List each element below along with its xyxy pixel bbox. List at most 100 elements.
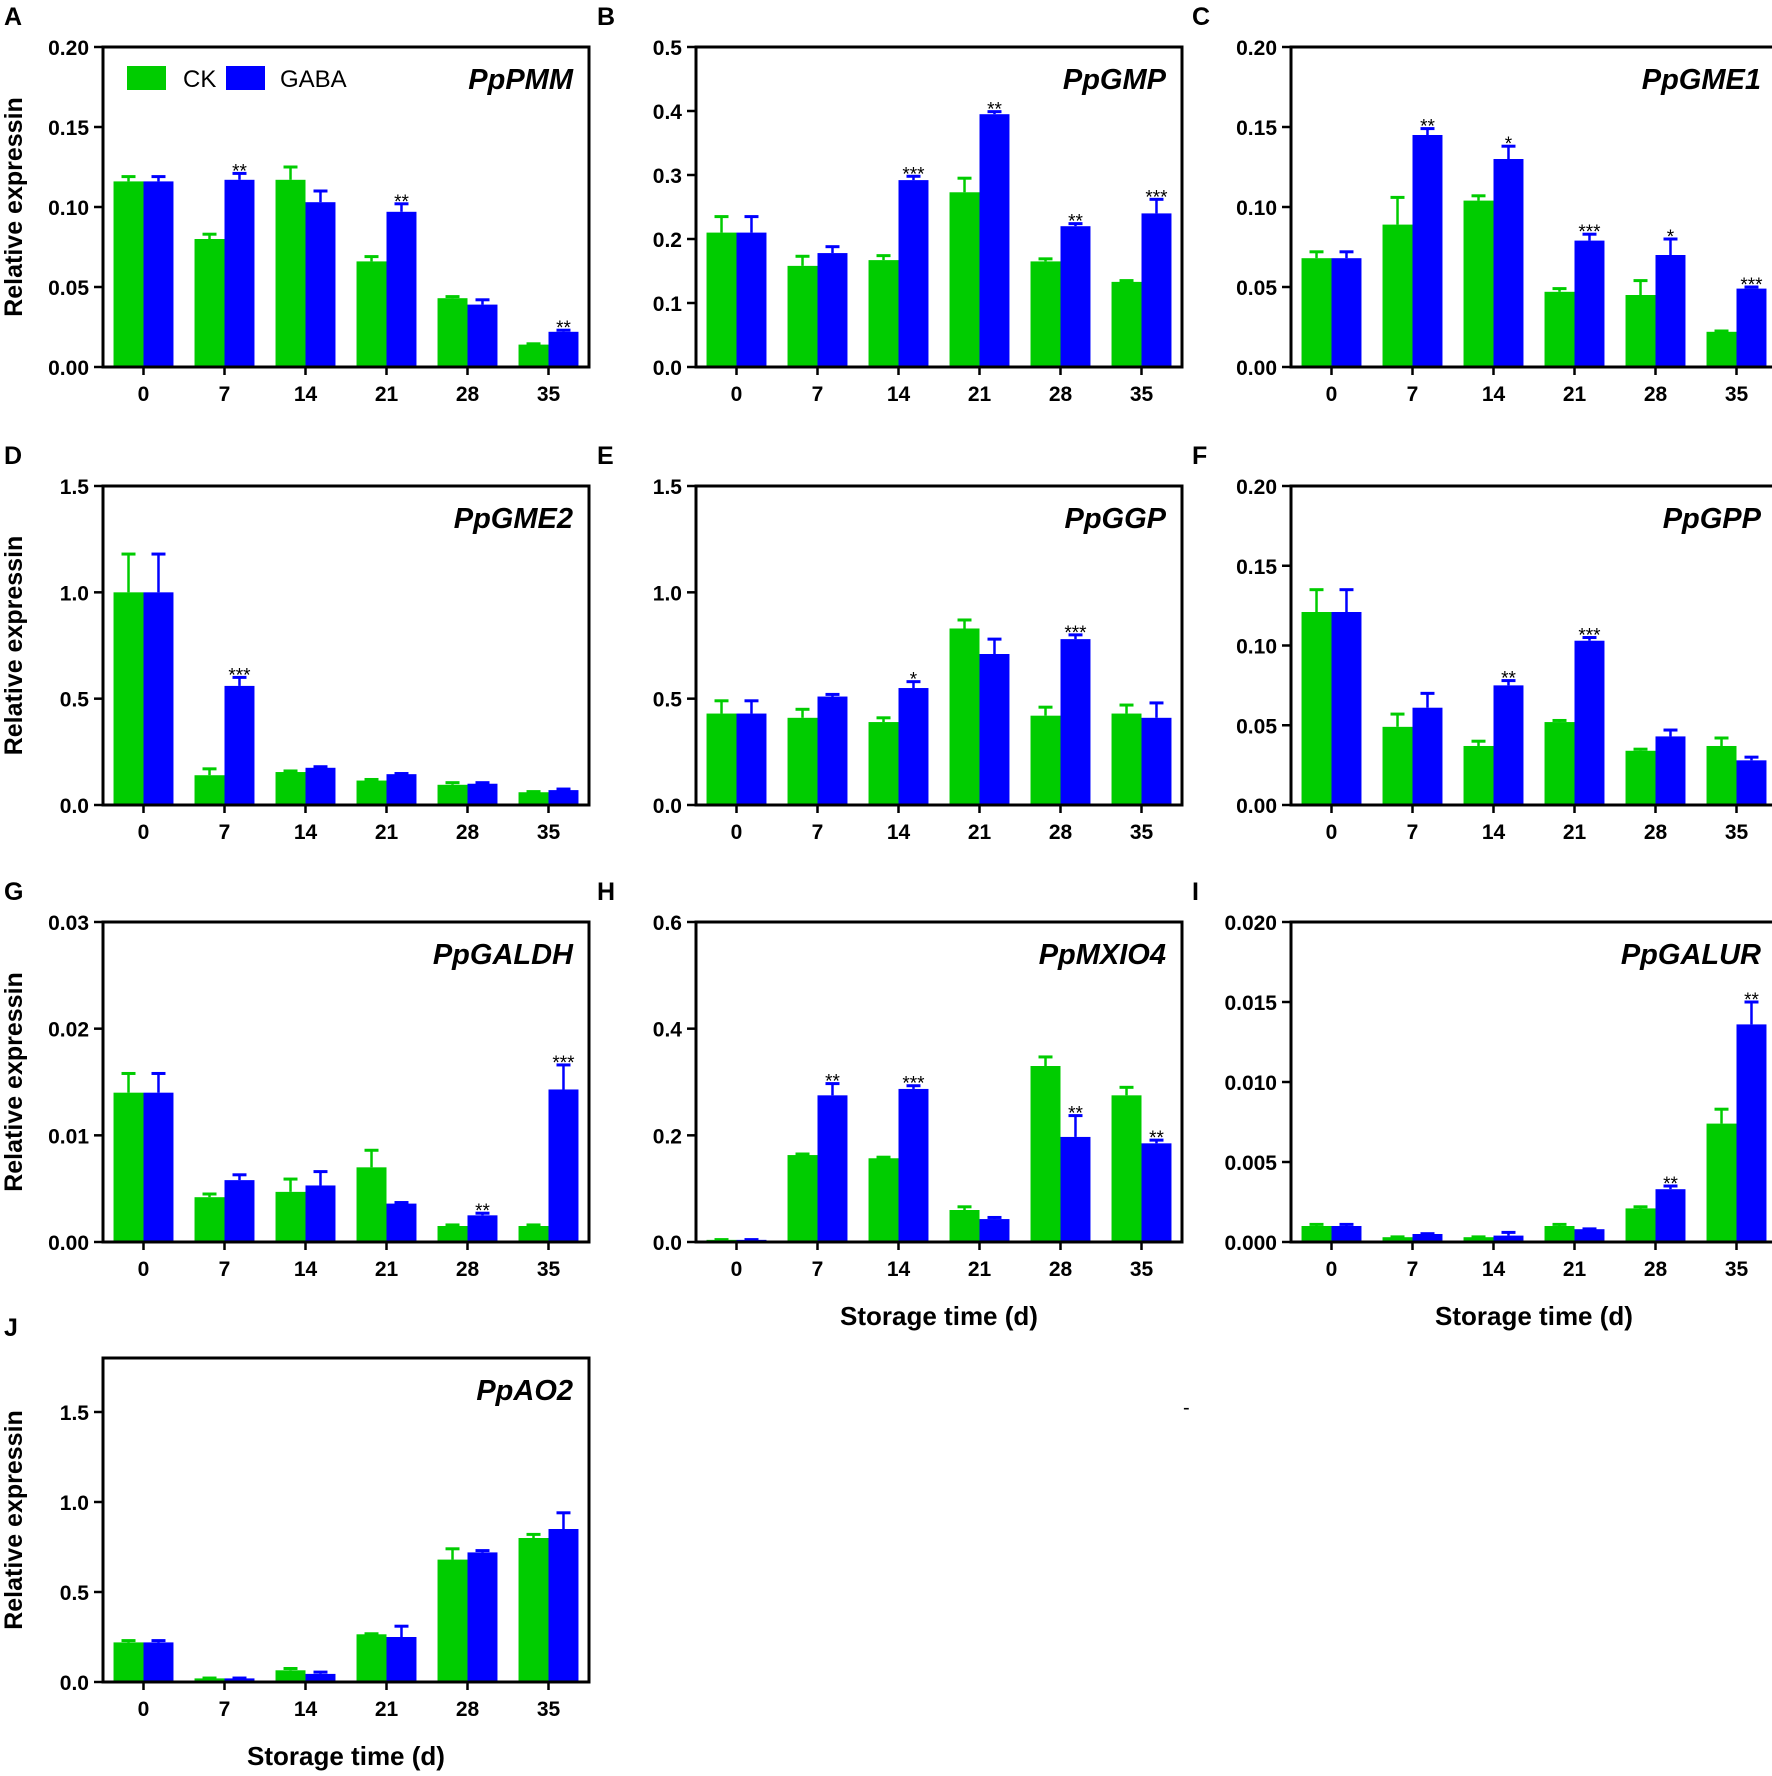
x-tick-label: 14: [1482, 383, 1506, 406]
x-tick-label: 21: [1563, 1258, 1587, 1281]
panel-letter: J: [4, 1314, 18, 1342]
bar-ck: [194, 775, 225, 805]
x-tick-label: 7: [1407, 383, 1419, 406]
x-tick-label: 35: [537, 383, 561, 406]
bar-gaba: [1412, 135, 1443, 367]
bar-gaba: [1574, 640, 1605, 805]
panel-letter: G: [4, 878, 23, 906]
plot-frame: [101, 920, 591, 1244]
x-tick-label: 7: [1407, 821, 1419, 844]
bar-gaba: [1141, 1143, 1172, 1242]
bar-gaba: [467, 1552, 498, 1682]
bar-gaba: [1574, 240, 1605, 367]
bar-gaba: [1574, 1229, 1605, 1242]
x-tick-label: 28: [1049, 1258, 1073, 1281]
panel-g: G0.000.010.020.03*****0 7 14 21 28 35PpGALDHR…: [0, 878, 591, 1281]
bar-gaba: [1655, 255, 1686, 367]
x-tick-label: 14: [1482, 1258, 1506, 1281]
y-tick-label: 0.5: [653, 689, 683, 712]
plot-frame: [1289, 484, 1772, 807]
panel-i: I 0.000 0.005 0.010 0.015 0.020 ** ** 0 7 14 21 28 35…: [1192, 878, 1772, 1331]
y-tick-label: 1.0: [60, 582, 89, 605]
bar-ck: [1463, 1237, 1494, 1242]
x-tick-label: 28: [456, 383, 480, 406]
x-tick-label: 21: [1563, 821, 1587, 844]
bar-ck: [1030, 715, 1061, 805]
bar-gaba: [736, 232, 767, 367]
bar-ck: [787, 1155, 818, 1242]
bar-gaba: [1736, 1024, 1767, 1242]
bar-gaba: [224, 179, 255, 367]
y-tick-label: 0.05: [1236, 715, 1277, 738]
x-tick-label: 14: [294, 1698, 318, 1721]
bar-gaba: [817, 1095, 848, 1242]
x-tick-label: 28: [456, 1698, 480, 1721]
x-tick-label: 35: [1725, 1258, 1749, 1281]
y-tick-label: 1.5: [653, 476, 683, 499]
significance-mark: **: [232, 161, 247, 182]
x-tick-label: 7: [219, 1258, 231, 1281]
bar-gaba: [817, 253, 848, 367]
significance-mark: ***: [552, 1053, 575, 1074]
x-tick-label: 0: [138, 1258, 150, 1281]
x-tick-label: 7: [219, 383, 231, 406]
y-tick-label: 0.20: [1236, 476, 1277, 499]
y-tick-label: 1.5: [60, 476, 90, 499]
y-axis-label: Relative expressin: [0, 536, 28, 756]
bar-gaba: [1736, 288, 1767, 367]
gene-label: PpGPP: [1663, 503, 1762, 535]
panel-d: D 0.0 0.5 1.0 1.5 *** 0 7 14 21 28 35 PpGME2 Relative…: [0, 442, 591, 844]
bar-gaba: [1412, 1234, 1443, 1242]
bar-ck: [1544, 291, 1575, 367]
x-axis-label: Storage time (d): [840, 1301, 1038, 1331]
bar-gaba: [1060, 226, 1091, 367]
y-tick-label: 1.5: [60, 1402, 90, 1425]
y-tick-label: 0.0: [653, 1232, 682, 1255]
y-tick-label: 0.000: [1224, 1232, 1277, 1255]
significance-mark: **: [825, 1072, 840, 1093]
bar-gaba: [1060, 1136, 1091, 1242]
y-tick-label: 0.05: [1236, 277, 1277, 300]
bar-gaba: [548, 790, 579, 805]
x-tick-label: 21: [375, 1258, 399, 1281]
legend-label-ck: CK: [183, 66, 216, 93]
y-tick-label: 0.005: [1224, 1152, 1277, 1175]
panel-letter: I: [1192, 878, 1199, 906]
x-tick-label: 28: [1644, 383, 1668, 406]
bar-ck: [949, 628, 980, 805]
bar-ck: [1625, 1208, 1656, 1242]
y-tick-label: 0.20: [1236, 37, 1277, 60]
bar-gaba: [467, 783, 498, 805]
y-tick-label: 0.4: [653, 101, 683, 124]
panel-j: J 0.0 0.5 1.0 1.5 0 7 14 21 28 35 PpAO2 Relative exp…: [0, 1314, 591, 1771]
y-tick-label: 0.5: [653, 37, 683, 60]
x-tick-label: 35: [537, 821, 561, 844]
gene-label: PpGME2: [454, 503, 573, 535]
bar-ck: [275, 179, 306, 367]
y-tick-label: 0.4: [653, 1019, 683, 1042]
x-tick-label: 0: [1326, 821, 1338, 844]
y-tick-label: 0.15: [1236, 117, 1277, 140]
bar-ck: [437, 784, 468, 805]
bar-gaba: [979, 1219, 1010, 1242]
x-tick-label: 28: [1049, 383, 1073, 406]
x-tick-label: 14: [887, 383, 911, 406]
bar-gaba: [979, 654, 1010, 805]
bar-gaba: [224, 685, 255, 805]
bar-gaba: [1493, 159, 1524, 367]
x-tick-label: 21: [375, 383, 399, 406]
bar-ck: [275, 1191, 306, 1242]
bar-ck: [1463, 745, 1494, 805]
bar-ck: [868, 1158, 899, 1242]
bar-ck: [1111, 713, 1142, 805]
y-tick-label: 0.5: [60, 689, 90, 712]
significance-mark: **: [394, 192, 409, 213]
panel-letter: B: [597, 3, 615, 31]
x-tick-label: 35: [1130, 1258, 1154, 1281]
bar-gaba: [467, 1215, 498, 1242]
bar-gaba: [736, 713, 767, 805]
bar-gaba: [386, 211, 417, 367]
bar-ck: [1301, 1226, 1332, 1242]
panel-letter: C: [1192, 3, 1210, 31]
y-tick-label: 0.6: [653, 912, 682, 935]
